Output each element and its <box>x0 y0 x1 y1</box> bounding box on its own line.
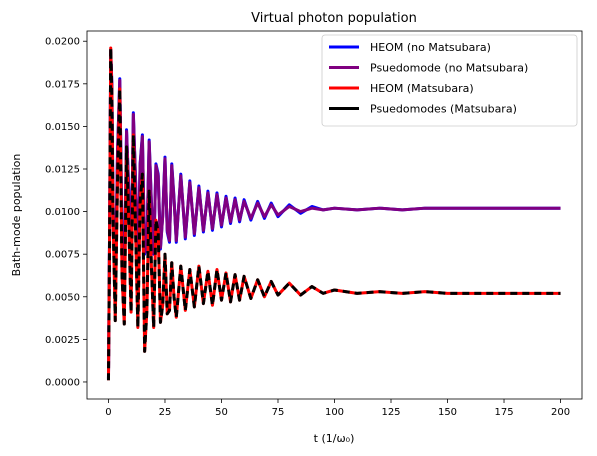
series-layer <box>106 46 561 381</box>
legend-frame <box>321 34 578 127</box>
y-tick-label: 0.0000 <box>45 377 80 388</box>
x-tick-label: 0 <box>105 407 111 418</box>
y-tick-label: 0.0075 <box>45 250 80 261</box>
y-tick-label: 0.0125 <box>45 165 80 176</box>
y-tick-label: 0.0175 <box>45 79 80 90</box>
x-tick-label: 100 <box>325 407 344 418</box>
y-tick-label: 0.0200 <box>45 37 80 48</box>
legend-label: HEOM (no Matsubara) <box>370 41 491 54</box>
x-axis: 0 25 50 75 100 125 150 175 200 <box>105 399 570 418</box>
x-tick-label: 125 <box>381 407 400 418</box>
y-tick-label: 0.0100 <box>45 207 80 218</box>
x-tick-label: 75 <box>272 407 285 418</box>
y-tick-label: 0.0025 <box>45 335 80 346</box>
y-axis-title: Bath-mode population <box>10 154 23 277</box>
y-tick-label: 0.0050 <box>45 292 80 303</box>
legend-label: Psuedomode (no Matsubara) <box>370 62 528 75</box>
y-tick-label: 0.0150 <box>45 122 80 133</box>
x-tick-label: 50 <box>215 407 228 418</box>
x-tick-label: 25 <box>159 407 172 418</box>
x-tick-label: 175 <box>494 407 513 418</box>
x-tick-label: 200 <box>551 407 570 418</box>
legend: HEOM (no Matsubara) Psuedomode (no Matsub… <box>321 34 578 127</box>
series-line-4 <box>106 46 561 381</box>
chart-title: Virtual photon population <box>251 11 417 26</box>
legend-label: HEOM (Matsubara) <box>370 82 474 95</box>
x-tick-label: 150 <box>438 407 457 418</box>
x-axis-title: t (1/ω₀) <box>314 432 355 445</box>
legend-label: Psuedomodes (Matsubara) <box>370 103 517 116</box>
y-axis: 0.0000 0.0025 0.0050 0.0075 0.0100 0.0125 0.01… <box>45 37 87 388</box>
